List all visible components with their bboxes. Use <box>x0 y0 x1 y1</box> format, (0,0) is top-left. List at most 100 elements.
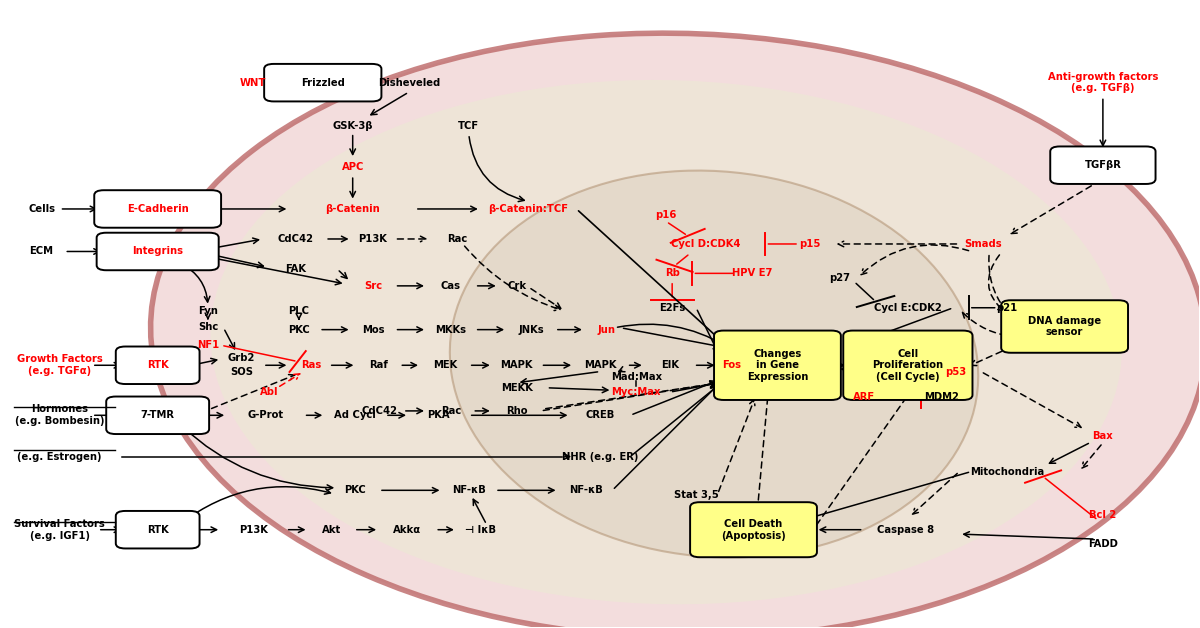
Text: Rho: Rho <box>506 406 527 416</box>
Text: NF-κB: NF-κB <box>569 485 602 495</box>
Ellipse shape <box>150 33 1200 628</box>
FancyBboxPatch shape <box>115 511 199 548</box>
Text: Src: Src <box>364 281 382 291</box>
Text: Abl: Abl <box>259 387 278 397</box>
Text: Integrins: Integrins <box>132 246 184 256</box>
Text: PKC: PKC <box>288 325 310 335</box>
Text: E2Fs: E2Fs <box>659 303 685 313</box>
Text: Anti-growth factors
(e.g. TGFβ): Anti-growth factors (e.g. TGFβ) <box>1048 72 1158 94</box>
Text: ECM: ECM <box>30 246 54 256</box>
Ellipse shape <box>450 171 978 558</box>
Text: Jun: Jun <box>598 325 616 335</box>
Text: Disheveled: Disheveled <box>378 78 440 88</box>
FancyBboxPatch shape <box>690 502 817 557</box>
Text: p15: p15 <box>799 239 821 249</box>
Text: TCF: TCF <box>458 121 479 131</box>
Ellipse shape <box>210 80 1122 604</box>
Text: Frizzled: Frizzled <box>301 78 344 88</box>
Text: ARF: ARF <box>852 391 875 401</box>
Text: CREB: CREB <box>586 410 614 420</box>
Text: PLC: PLC <box>288 306 310 316</box>
Text: NF1: NF1 <box>197 340 220 350</box>
Text: 7-TMR: 7-TMR <box>140 410 175 420</box>
Text: p16: p16 <box>655 210 677 220</box>
Text: Rb: Rb <box>665 268 679 278</box>
Text: MKKs: MKKs <box>436 325 467 335</box>
FancyBboxPatch shape <box>95 190 221 228</box>
Text: PKA: PKA <box>427 410 450 420</box>
Text: CdC42: CdC42 <box>277 234 313 244</box>
Text: p21: p21 <box>996 303 1018 313</box>
Text: Myc:Max: Myc:Max <box>612 387 661 397</box>
Text: Akkα: Akkα <box>392 525 420 534</box>
Text: EIK: EIK <box>661 360 679 371</box>
Text: β-Catenin: β-Catenin <box>325 204 380 214</box>
Text: Caspase 8: Caspase 8 <box>877 525 934 534</box>
Text: FAK: FAK <box>284 264 306 274</box>
Text: E-Cadherin: E-Cadherin <box>127 204 188 214</box>
Text: Hormones
(e.g. Bombesin): Hormones (e.g. Bombesin) <box>14 404 104 426</box>
Text: p27: p27 <box>829 273 850 283</box>
Text: Cycl E:CDK2: Cycl E:CDK2 <box>874 303 942 313</box>
Text: (e.g. Estrogen): (e.g. Estrogen) <box>17 452 102 462</box>
Text: MAPK: MAPK <box>584 360 617 371</box>
Text: MEK: MEK <box>433 360 457 371</box>
Text: Cycl D:CDK4: Cycl D:CDK4 <box>671 239 740 249</box>
Text: RTK: RTK <box>146 525 168 534</box>
Text: Cas: Cas <box>440 281 461 291</box>
Text: NHR (e.g. ER): NHR (e.g. ER) <box>562 452 638 462</box>
Text: Mad:Max: Mad:Max <box>611 372 662 382</box>
Text: Smads: Smads <box>965 239 1002 249</box>
Text: PKC: PKC <box>344 485 366 495</box>
Text: Ras: Ras <box>301 360 320 371</box>
Text: FADD: FADD <box>1088 539 1118 549</box>
FancyBboxPatch shape <box>107 396 209 434</box>
FancyBboxPatch shape <box>1001 300 1128 353</box>
FancyBboxPatch shape <box>264 64 382 102</box>
Text: WNT: WNT <box>240 78 266 88</box>
Text: Bax: Bax <box>1092 431 1114 441</box>
Text: P13K: P13K <box>359 234 388 244</box>
Text: DNA damage
sensor: DNA damage sensor <box>1028 316 1102 337</box>
FancyBboxPatch shape <box>1050 146 1156 184</box>
FancyBboxPatch shape <box>714 330 841 400</box>
Text: JNKs: JNKs <box>518 325 544 335</box>
Text: Cell Death
(Apoptosis): Cell Death (Apoptosis) <box>721 519 786 541</box>
Text: Ad Cycl: Ad Cycl <box>335 410 376 420</box>
Text: TGFβR: TGFβR <box>1085 160 1121 170</box>
Text: SOS: SOS <box>230 367 253 377</box>
Text: Fyn: Fyn <box>198 306 218 316</box>
FancyBboxPatch shape <box>844 330 972 400</box>
Text: RTK: RTK <box>146 360 168 371</box>
Text: p53: p53 <box>946 367 966 377</box>
Text: Fos: Fos <box>722 360 742 371</box>
Text: Changes
in Gene
Expression: Changes in Gene Expression <box>746 349 808 382</box>
Text: β-Catenin:TCF: β-Catenin:TCF <box>488 204 569 214</box>
Text: MAPK: MAPK <box>500 360 533 371</box>
Text: Grb2: Grb2 <box>228 353 256 363</box>
Text: Mitochondria: Mitochondria <box>970 467 1044 477</box>
Text: Akt: Akt <box>322 525 341 534</box>
Text: Cells: Cells <box>28 204 55 214</box>
Text: MEKK: MEKK <box>500 383 533 392</box>
Text: CdC42: CdC42 <box>361 406 397 416</box>
Text: Stat 3,5: Stat 3,5 <box>673 490 719 501</box>
Text: G-Prot: G-Prot <box>247 410 283 420</box>
Text: NF-κB: NF-κB <box>452 485 486 495</box>
Text: Cell
Proliferation
(Cell Cycle): Cell Proliferation (Cell Cycle) <box>872 349 943 382</box>
Text: Raf: Raf <box>370 360 389 371</box>
Text: Mos: Mos <box>361 325 384 335</box>
Text: Shc: Shc <box>198 322 218 332</box>
Text: APC: APC <box>342 162 364 172</box>
Text: P13K: P13K <box>239 525 268 534</box>
Text: Growth Factors
(e.g. TGFα): Growth Factors (e.g. TGFα) <box>17 354 102 376</box>
FancyBboxPatch shape <box>115 347 199 384</box>
Text: Rac: Rac <box>440 406 461 416</box>
Text: Bcl 2: Bcl 2 <box>1090 511 1116 521</box>
Text: GSK-3β: GSK-3β <box>332 121 373 131</box>
Text: HPV E7: HPV E7 <box>732 268 773 278</box>
Text: Rac: Rac <box>446 234 467 244</box>
Text: Survival Factors
(e.g. IGF1): Survival Factors (e.g. IGF1) <box>14 519 104 541</box>
Text: Crk: Crk <box>508 281 526 291</box>
Text: MDM2: MDM2 <box>924 391 959 401</box>
